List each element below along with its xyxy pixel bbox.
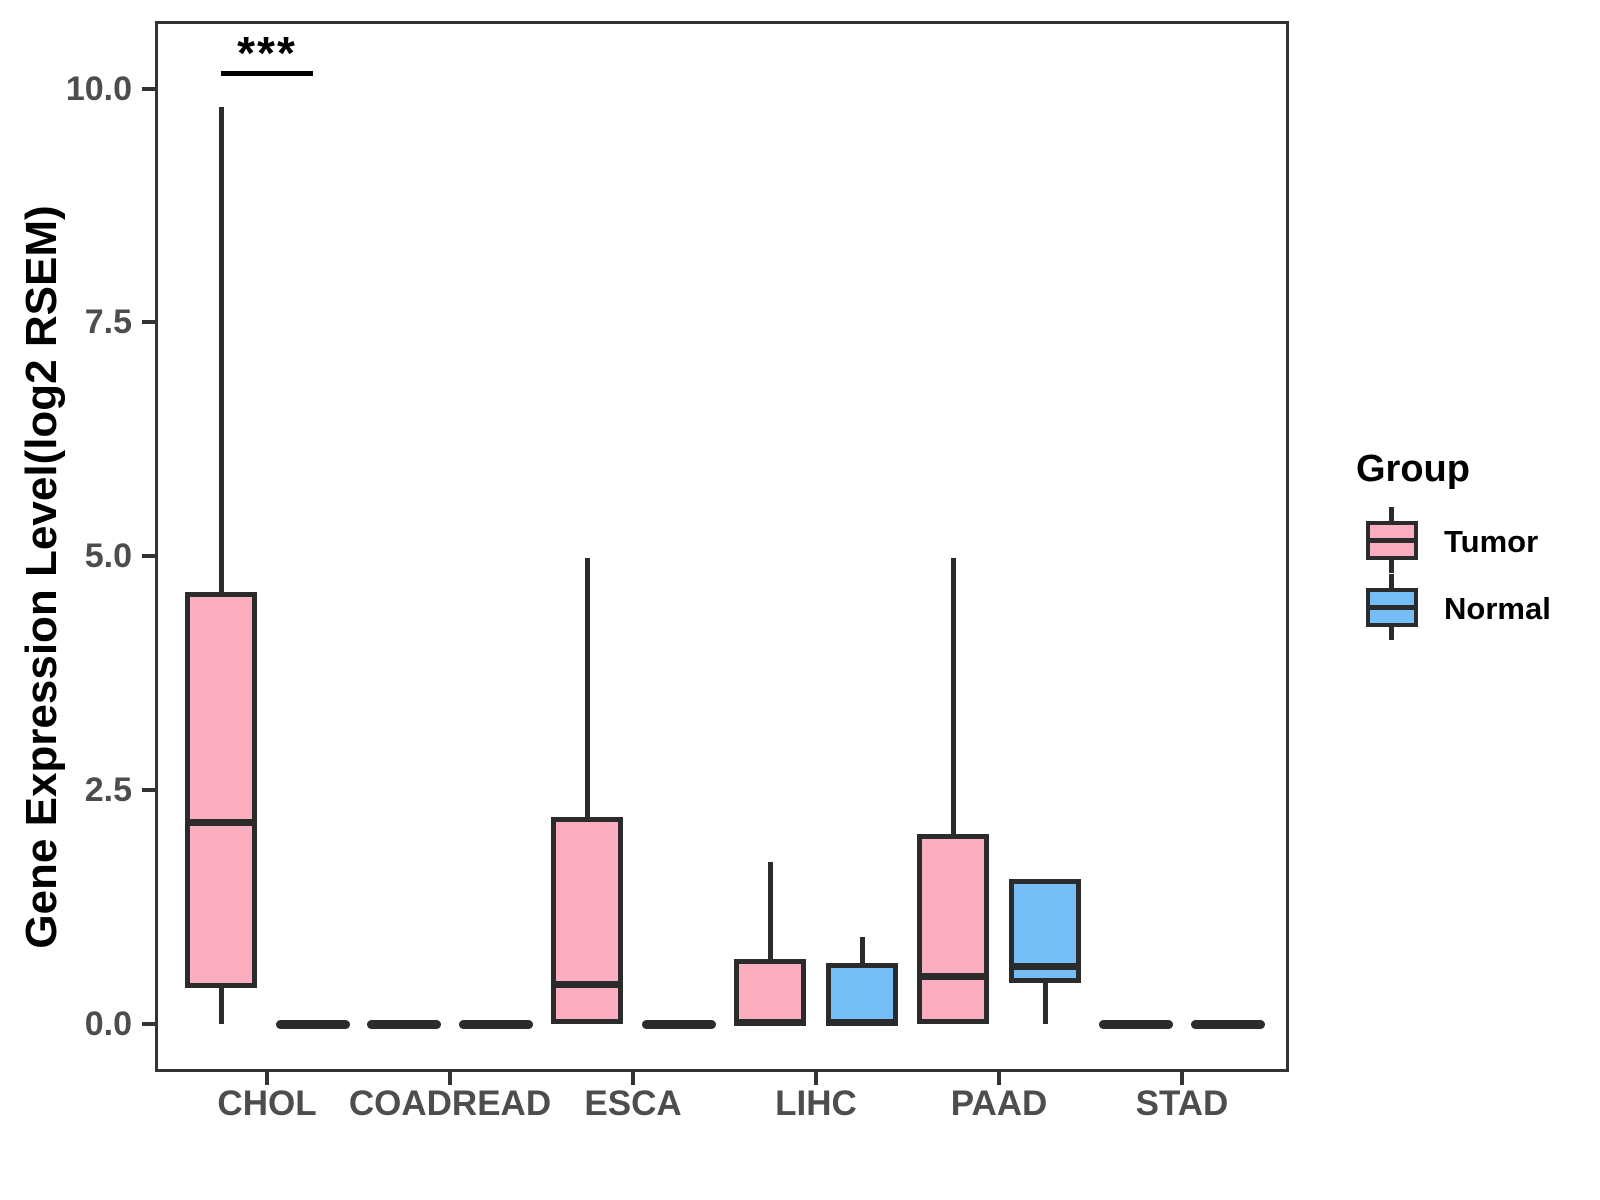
x-tick-STAD bbox=[1180, 1072, 1184, 1085]
x-label-PAAD: PAAD bbox=[950, 1084, 1048, 1123]
y-tick-label-10.0: 10.0 bbox=[65, 69, 132, 108]
median-tumor-PAAD bbox=[917, 973, 989, 981]
median-tumor-LIHC bbox=[734, 1019, 806, 1027]
whisker-upper-tumor-PAAD bbox=[951, 558, 956, 835]
box-tumor-LIHC bbox=[734, 959, 806, 1024]
legend-key-normal bbox=[1366, 574, 1418, 640]
x-tick-COADREAD bbox=[448, 1072, 452, 1085]
zero-line-tumor-COADREAD bbox=[367, 1019, 441, 1029]
y-tick-5.0 bbox=[142, 554, 155, 559]
whisker-upper-tumor-LIHC bbox=[768, 862, 773, 960]
median-normal-LIHC bbox=[826, 1019, 898, 1027]
box-tumor-CHOL bbox=[185, 591, 257, 988]
x-tick-PAAD bbox=[997, 1072, 1001, 1085]
y-tick-10.0 bbox=[142, 86, 155, 91]
y-tick-label-0.0: 0.0 bbox=[84, 1005, 132, 1043]
whisker-upper-normal-LIHC bbox=[860, 936, 865, 964]
zero-line-normal-STAD bbox=[1191, 1019, 1265, 1029]
x-label-STAD: STAD bbox=[1135, 1084, 1229, 1123]
box-tumor-PAAD bbox=[917, 834, 989, 1024]
y-tick-label-7.5: 7.5 bbox=[84, 303, 132, 342]
whisker-lower-tumor-CHOL bbox=[219, 987, 224, 1024]
zero-line-normal-ESCA bbox=[642, 1019, 716, 1029]
x-label-ESCA: ESCA bbox=[584, 1084, 682, 1123]
whisker-lower-normal-PAAD bbox=[1043, 982, 1048, 1024]
y-tick-label-2.5: 2.5 bbox=[84, 771, 132, 810]
legend-key-median bbox=[1366, 605, 1418, 610]
zero-line-normal-CHOL bbox=[276, 1019, 350, 1029]
x-tick-LIHC bbox=[814, 1072, 818, 1085]
x-label-COADREAD: COADREAD bbox=[348, 1084, 552, 1123]
whisker-upper-tumor-ESCA bbox=[585, 558, 590, 818]
y-tick-7.5 bbox=[142, 320, 155, 325]
whisker-upper-tumor-CHOL bbox=[219, 107, 224, 592]
zero-line-tumor-STAD bbox=[1099, 1019, 1173, 1029]
legend-key-median bbox=[1366, 538, 1418, 543]
y-tick-2.5 bbox=[142, 788, 155, 793]
plot-panel-border bbox=[155, 21, 1289, 1072]
x-tick-ESCA bbox=[631, 1072, 635, 1085]
median-normal-PAAD bbox=[1009, 962, 1081, 970]
zero-line-normal-COADREAD bbox=[459, 1019, 533, 1029]
box-normal-LIHC bbox=[826, 963, 898, 1024]
x-tick-CHOL bbox=[265, 1072, 269, 1085]
x-label-CHOL: CHOL bbox=[217, 1084, 317, 1123]
legend-label-normal: Normal bbox=[1444, 591, 1551, 626]
median-tumor-ESCA bbox=[551, 980, 623, 988]
y-tick-label-5.0: 5.0 bbox=[84, 537, 132, 576]
legend-label-tumor: Tumor bbox=[1444, 524, 1539, 559]
significance-stars: *** bbox=[237, 27, 297, 79]
x-label-LIHC: LIHC bbox=[775, 1084, 857, 1123]
median-tumor-CHOL bbox=[185, 818, 257, 826]
legend-key-tumor bbox=[1366, 507, 1418, 573]
significance-bar bbox=[221, 71, 313, 76]
box-tumor-ESCA bbox=[551, 817, 623, 1024]
y-tick-0.0 bbox=[142, 1022, 155, 1026]
legend-title: Group bbox=[1356, 448, 1470, 490]
